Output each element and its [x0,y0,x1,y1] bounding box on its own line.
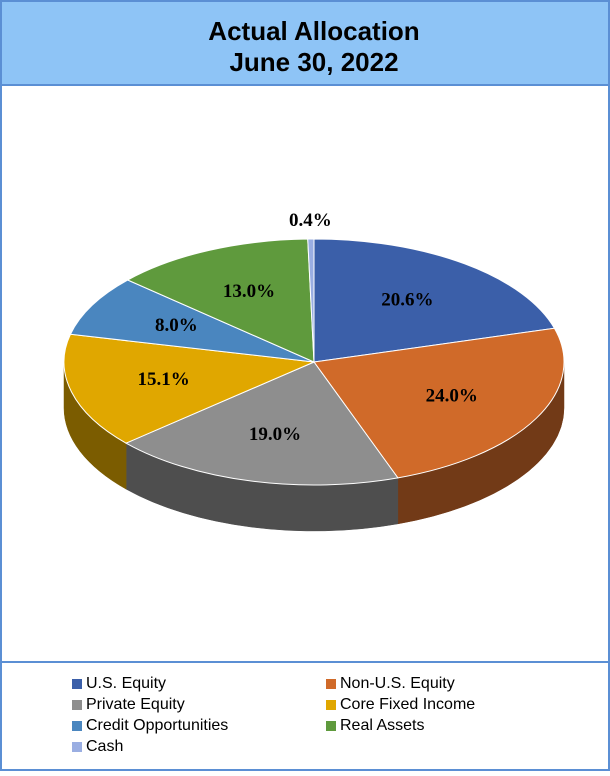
data-label: 13.0% [223,281,275,302]
chart-title: Actual Allocation [208,16,419,46]
data-label: 15.1% [138,369,190,390]
legend-label: U.S. Equity [86,675,166,692]
slice [313,238,556,363]
slice [69,279,315,363]
legend-swatch [326,700,336,710]
legend-label: Cash [86,738,123,755]
chart-frame [0,84,610,771]
legend-label: Core Fixed Income [340,696,475,713]
slice [307,238,315,363]
slice [126,238,315,363]
legend-swatch [72,679,82,689]
slice [63,333,316,444]
legend-swatch [326,721,336,731]
data-label: 24.0% [426,385,478,406]
legend-swatch [72,721,82,731]
legend-label: Non-U.S. Equity [340,675,455,692]
data-label: 20.6% [381,289,433,310]
legend-swatch [72,742,82,752]
slice [124,361,399,486]
legend-label: Private Equity [86,696,185,713]
legend-label: Real Assets [340,717,424,734]
title-box [0,0,610,86]
data-label: 19.0% [249,424,301,445]
slice [313,327,565,479]
data-label: 0.4% [289,210,332,231]
legend-label: Credit Opportunities [86,717,228,734]
chart-subtitle: June 30, 2022 [229,47,398,77]
data-label: 8.0% [155,315,198,336]
legend-swatch [72,700,82,710]
legend-swatch [326,679,336,689]
